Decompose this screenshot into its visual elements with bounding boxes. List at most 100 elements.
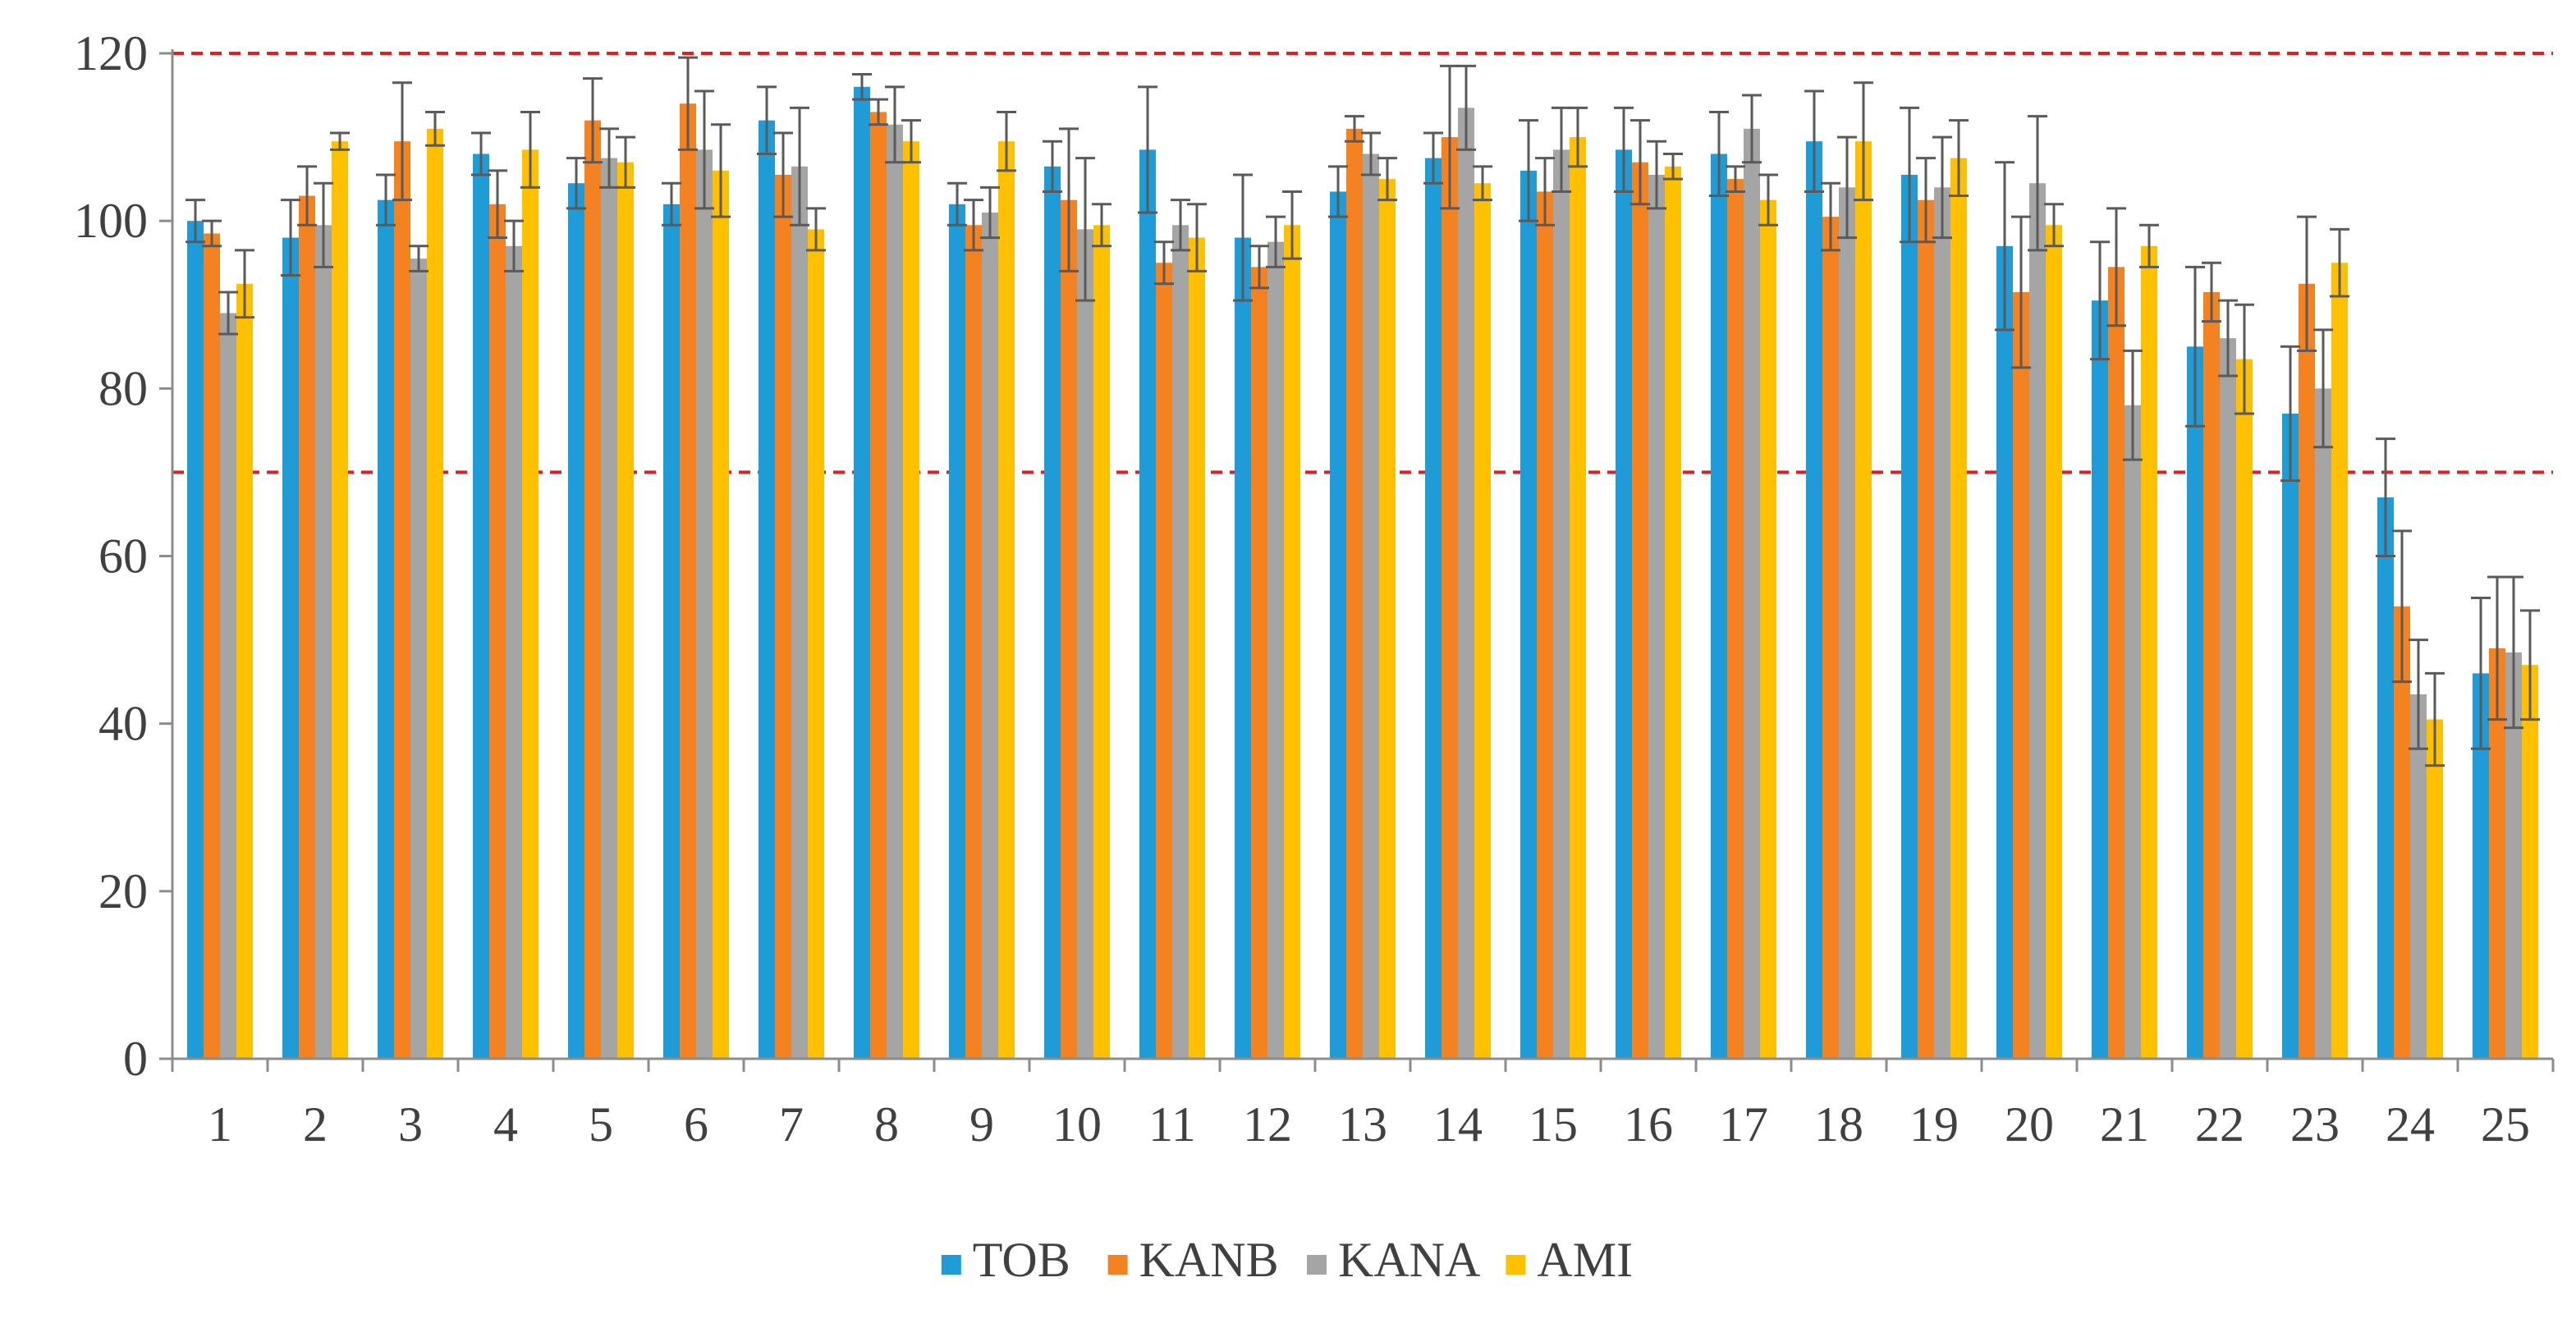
bar-ami-14 <box>1474 183 1491 1060</box>
bar-tob-3 <box>378 199 394 1059</box>
x-tick-label-7: 7 <box>779 1097 804 1152</box>
bar-ami-18 <box>1855 141 1872 1059</box>
bar-kana-20 <box>2029 183 2046 1060</box>
bar-kanb-4 <box>489 204 506 1059</box>
bars-layer <box>187 86 2538 1060</box>
x-tick-label-19: 19 <box>1909 1097 1959 1152</box>
x-tick-label-15: 15 <box>1529 1097 1578 1152</box>
bar-tob-12 <box>1235 237 1251 1059</box>
legend-swatch-kanb <box>1107 1255 1128 1275</box>
legend-swatch-ami <box>1506 1255 1526 1275</box>
bar-kana-4 <box>506 245 522 1060</box>
bar-kana-12 <box>1267 241 1284 1059</box>
y-tick-label-120: 120 <box>74 26 148 80</box>
bar-kana-13 <box>1363 153 1379 1059</box>
bar-kanb-24 <box>2394 606 2410 1059</box>
x-tick-label-16: 16 <box>1624 1097 1673 1152</box>
bar-kanb-20 <box>2013 291 2029 1059</box>
bar-kana-10 <box>1077 229 1093 1059</box>
bar-kanb-14 <box>1442 137 1458 1059</box>
bar-ami-19 <box>1950 158 1967 1060</box>
bar-tob-25 <box>2473 673 2489 1059</box>
bar-tob-8 <box>854 86 870 1059</box>
bar-ami-7 <box>808 229 824 1059</box>
x-tick-label-23: 23 <box>2290 1097 2340 1152</box>
x-tick-label-8: 8 <box>874 1097 899 1152</box>
bar-tob-18 <box>1806 141 1822 1059</box>
bar-kana-7 <box>791 166 808 1059</box>
bar-kanb-25 <box>2489 648 2505 1059</box>
x-tick-label-4: 4 <box>493 1097 518 1152</box>
bar-ami-17 <box>1760 199 1776 1059</box>
y-tick-label-40: 40 <box>99 697 148 751</box>
legend-swatch-tob <box>941 1255 961 1275</box>
bar-kanb-6 <box>680 103 696 1059</box>
legend-label-kanb: KANB <box>1139 1233 1279 1287</box>
bar-kanb-19 <box>1918 199 1934 1059</box>
bar-tob-23 <box>2282 413 2299 1059</box>
y-tick-label-20: 20 <box>99 864 148 918</box>
bar-kanb-22 <box>2203 291 2220 1059</box>
bar-kana-3 <box>410 259 427 1060</box>
y-tick-label-80: 80 <box>99 361 148 415</box>
bar-tob-5 <box>568 183 584 1060</box>
bar-tob-2 <box>282 237 299 1059</box>
bar-kana-25 <box>2505 652 2522 1059</box>
x-tick-label-14: 14 <box>1433 1097 1483 1152</box>
bar-ami-12 <box>1284 225 1300 1059</box>
y-tick-labels: 0 20 40 60 80 100 120 <box>74 26 148 1086</box>
bar-ami-4 <box>522 149 539 1059</box>
bar-kanb-11 <box>1156 263 1172 1059</box>
x-tick-label-25: 25 <box>2481 1097 2530 1152</box>
bar-tob-21 <box>2092 300 2108 1059</box>
bar-ami-22 <box>2236 359 2253 1060</box>
bar-ami-24 <box>2427 719 2443 1059</box>
bar-kana-2 <box>315 225 332 1059</box>
bar-kanb-1 <box>204 233 220 1060</box>
bar-kana-18 <box>1839 187 1855 1059</box>
bar-tob-19 <box>1901 175 1918 1059</box>
bar-kana-6 <box>696 149 713 1059</box>
bar-tob-11 <box>1139 149 1156 1059</box>
x-tick-label-6: 6 <box>684 1097 708 1152</box>
bar-kana-14 <box>1458 108 1474 1060</box>
x-tick-label-12: 12 <box>1243 1097 1292 1152</box>
bar-ami-23 <box>2331 263 2348 1059</box>
x-tick-label-18: 18 <box>1814 1097 1863 1152</box>
axes-layer <box>159 49 2555 1072</box>
bar-kanb-23 <box>2299 283 2315 1060</box>
legend-label-ami: AMI <box>1537 1233 1633 1287</box>
bar-tob-4 <box>473 153 489 1059</box>
x-tick-label-21: 21 <box>2100 1097 2149 1152</box>
bar-kanb-17 <box>1727 179 1744 1059</box>
bar-kanb-13 <box>1346 128 1363 1059</box>
x-tick-label-13: 13 <box>1338 1097 1387 1152</box>
bar-kanb-10 <box>1061 199 1077 1059</box>
bar-kana-23 <box>2315 388 2331 1059</box>
bar-kana-21 <box>2125 405 2141 1059</box>
bar-kana-15 <box>1553 149 1570 1059</box>
bar-kana-17 <box>1744 128 1760 1059</box>
bar-tob-7 <box>759 120 775 1060</box>
bar-kanb-21 <box>2108 267 2125 1059</box>
bar-kanb-3 <box>394 141 410 1059</box>
bar-ami-3 <box>427 128 443 1059</box>
bar-tob-22 <box>2187 346 2203 1060</box>
x-tick-label-2: 2 <box>303 1097 328 1152</box>
bar-tob-10 <box>1044 166 1061 1059</box>
bar-ami-15 <box>1570 137 1586 1059</box>
bar-ami-16 <box>1665 166 1681 1059</box>
x-tick-label-3: 3 <box>398 1097 423 1152</box>
bar-ami-9 <box>998 141 1015 1059</box>
bar-ami-5 <box>617 162 634 1059</box>
bar-kana-8 <box>887 124 903 1059</box>
bar-kana-1 <box>220 313 236 1059</box>
bar-kanb-9 <box>965 225 982 1059</box>
bar-tob-6 <box>663 204 680 1059</box>
bar-tob-15 <box>1520 170 1537 1060</box>
x-tick-label-5: 5 <box>589 1097 613 1152</box>
bar-kana-5 <box>601 158 617 1060</box>
bar-ami-21 <box>2141 245 2157 1060</box>
bar-ami-11 <box>1189 237 1205 1059</box>
